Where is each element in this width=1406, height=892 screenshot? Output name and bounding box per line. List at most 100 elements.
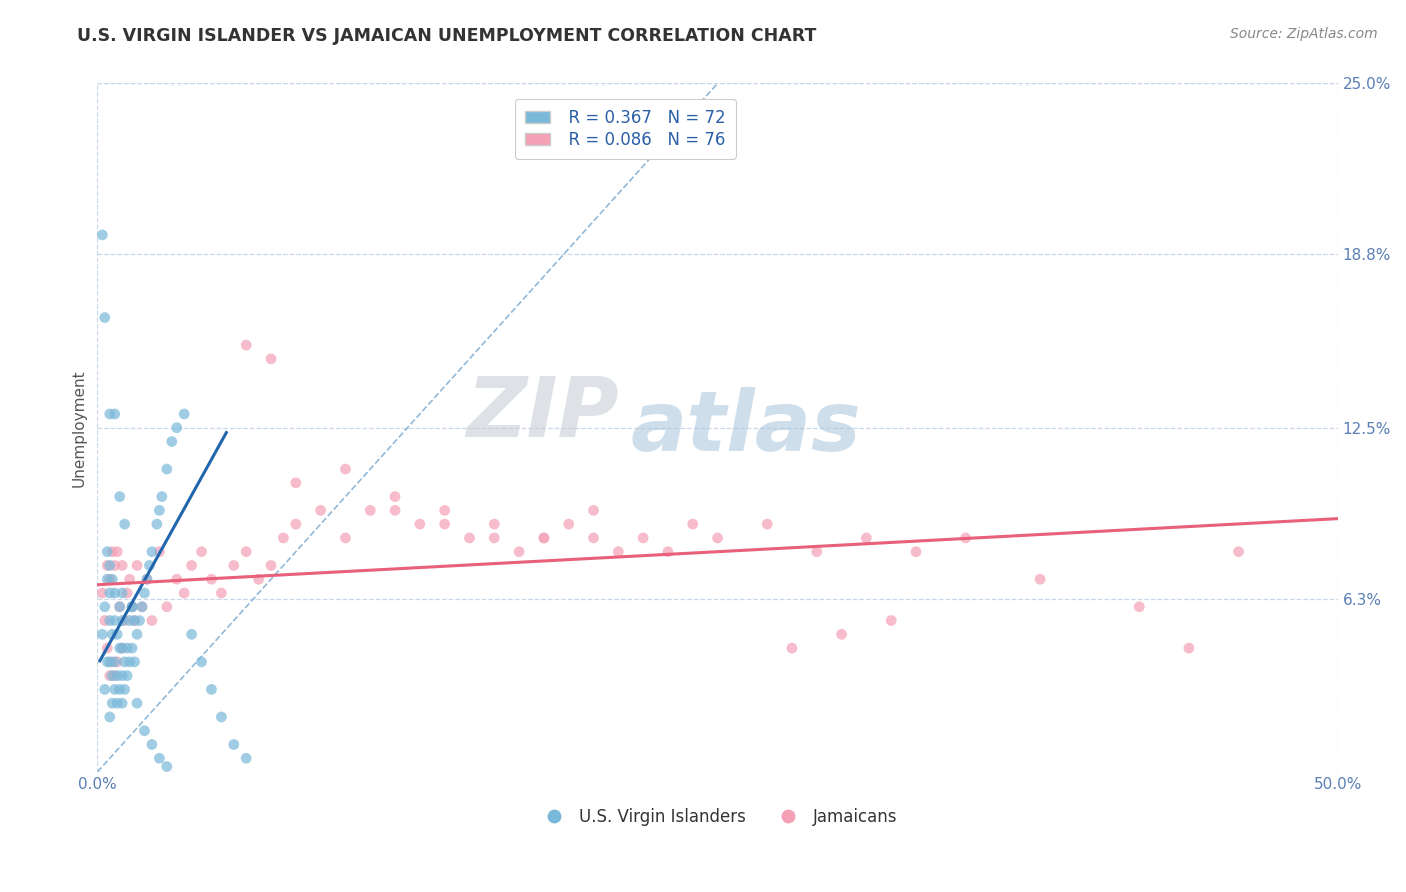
Point bbox=[105, 668, 128, 682]
Point bbox=[111, 641, 134, 656]
Point bbox=[111, 558, 134, 573]
Point bbox=[111, 614, 134, 628]
Point bbox=[831, 627, 853, 641]
Point bbox=[101, 696, 124, 710]
Point bbox=[384, 490, 406, 504]
Point bbox=[121, 599, 143, 614]
Point bbox=[260, 351, 283, 366]
Point bbox=[124, 614, 146, 628]
Text: Source: ZipAtlas.com: Source: ZipAtlas.com bbox=[1230, 27, 1378, 41]
Text: ZIP: ZIP bbox=[465, 374, 619, 454]
Point bbox=[222, 558, 245, 573]
Point bbox=[94, 310, 117, 325]
Point bbox=[121, 641, 143, 656]
Point bbox=[190, 655, 212, 669]
Point bbox=[115, 668, 138, 682]
Point bbox=[235, 544, 257, 558]
Point bbox=[125, 696, 148, 710]
Point bbox=[1178, 641, 1201, 656]
Point bbox=[104, 407, 127, 421]
Point bbox=[458, 531, 481, 545]
Point bbox=[98, 655, 121, 669]
Point bbox=[141, 544, 163, 558]
Point bbox=[780, 641, 803, 656]
Point bbox=[166, 572, 188, 586]
Point bbox=[121, 599, 143, 614]
Point bbox=[101, 544, 124, 558]
Point bbox=[247, 572, 270, 586]
Point bbox=[756, 517, 779, 532]
Point bbox=[484, 517, 506, 532]
Point bbox=[118, 614, 141, 628]
Point bbox=[114, 517, 136, 532]
Point bbox=[173, 407, 195, 421]
Point bbox=[508, 544, 530, 558]
Point bbox=[180, 558, 202, 573]
Point bbox=[124, 614, 146, 628]
Point bbox=[98, 614, 121, 628]
Point bbox=[141, 614, 163, 628]
Point bbox=[880, 614, 903, 628]
Point bbox=[335, 531, 357, 545]
Point bbox=[108, 641, 131, 656]
Point bbox=[136, 572, 159, 586]
Point bbox=[409, 517, 432, 532]
Point bbox=[166, 421, 188, 435]
Legend: U.S. Virgin Islanders, Jamaicans: U.S. Virgin Islanders, Jamaicans bbox=[531, 801, 904, 832]
Point bbox=[111, 586, 134, 600]
Point bbox=[91, 627, 114, 641]
Point bbox=[115, 586, 138, 600]
Point bbox=[104, 586, 127, 600]
Point bbox=[114, 682, 136, 697]
Point bbox=[96, 641, 118, 656]
Point bbox=[235, 338, 257, 352]
Point bbox=[156, 462, 179, 476]
Point bbox=[160, 434, 183, 449]
Point bbox=[955, 531, 977, 545]
Point bbox=[104, 668, 127, 682]
Point bbox=[200, 682, 222, 697]
Point bbox=[533, 531, 555, 545]
Point bbox=[156, 759, 179, 773]
Point bbox=[156, 599, 179, 614]
Point bbox=[806, 544, 828, 558]
Point bbox=[1128, 599, 1150, 614]
Point bbox=[148, 751, 170, 765]
Point bbox=[101, 627, 124, 641]
Point bbox=[96, 572, 118, 586]
Point bbox=[101, 655, 124, 669]
Point bbox=[607, 544, 630, 558]
Point bbox=[131, 599, 153, 614]
Y-axis label: Unemployment: Unemployment bbox=[72, 369, 86, 486]
Point bbox=[114, 655, 136, 669]
Point bbox=[260, 558, 283, 573]
Point bbox=[582, 503, 605, 517]
Point bbox=[98, 586, 121, 600]
Point bbox=[91, 227, 114, 242]
Point bbox=[855, 531, 877, 545]
Point bbox=[125, 558, 148, 573]
Point bbox=[148, 503, 170, 517]
Point bbox=[484, 531, 506, 545]
Point bbox=[128, 614, 150, 628]
Point bbox=[141, 738, 163, 752]
Point bbox=[94, 614, 117, 628]
Point bbox=[557, 517, 579, 532]
Text: U.S. VIRGIN ISLANDER VS JAMAICAN UNEMPLOYMENT CORRELATION CHART: U.S. VIRGIN ISLANDER VS JAMAICAN UNEMPLO… bbox=[77, 27, 817, 45]
Point bbox=[104, 558, 127, 573]
Point bbox=[582, 531, 605, 545]
Point bbox=[309, 503, 332, 517]
Point bbox=[235, 751, 257, 765]
Point bbox=[98, 407, 121, 421]
Point bbox=[1227, 544, 1250, 558]
Point bbox=[108, 599, 131, 614]
Point bbox=[96, 544, 118, 558]
Point bbox=[108, 599, 131, 614]
Point bbox=[114, 614, 136, 628]
Point bbox=[91, 586, 114, 600]
Point bbox=[209, 710, 232, 724]
Point bbox=[104, 655, 127, 669]
Point bbox=[111, 668, 134, 682]
Point bbox=[115, 641, 138, 656]
Point bbox=[150, 490, 173, 504]
